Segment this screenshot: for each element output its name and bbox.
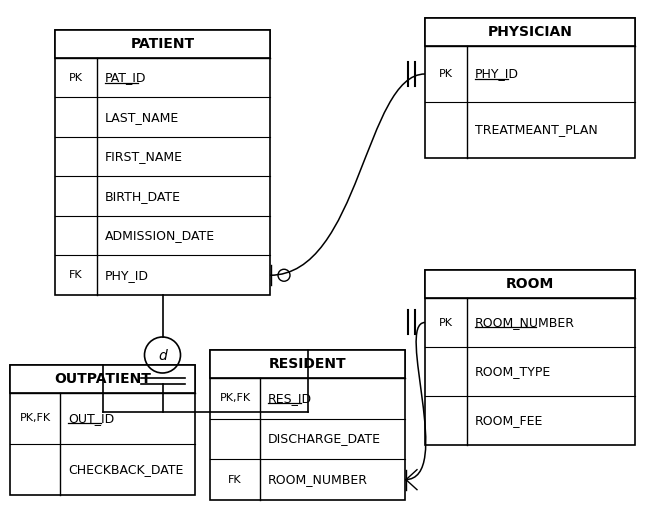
- Text: ROOM: ROOM: [506, 277, 554, 291]
- Bar: [425, 270, 635, 445]
- Text: LAST_NAME: LAST_NAME: [105, 111, 179, 124]
- Text: FK: FK: [69, 270, 83, 280]
- Text: PK,FK: PK,FK: [219, 393, 251, 403]
- Text: ROOM_NUMBER: ROOM_NUMBER: [268, 473, 368, 486]
- Text: OUT_ID: OUT_ID: [68, 412, 114, 425]
- Text: BIRTH_DATE: BIRTH_DATE: [105, 190, 181, 203]
- Text: PK,FK: PK,FK: [20, 413, 51, 424]
- Text: FIRST_NAME: FIRST_NAME: [105, 150, 183, 163]
- Text: TREATMEANT_PLAN: TREATMEANT_PLAN: [475, 124, 598, 136]
- Text: PHY_ID: PHY_ID: [105, 269, 149, 282]
- Text: RESIDENT: RESIDENT: [269, 357, 346, 371]
- Text: DISCHARGE_DATE: DISCHARGE_DATE: [268, 432, 381, 446]
- Bar: [210, 350, 405, 378]
- Text: PATIENT: PATIENT: [130, 37, 195, 51]
- Text: d: d: [158, 349, 167, 363]
- Bar: [55, 30, 270, 295]
- Text: RES_ID: RES_ID: [268, 392, 312, 405]
- Text: PHYSICIAN: PHYSICIAN: [488, 25, 572, 39]
- Text: CHECKBACK_DATE: CHECKBACK_DATE: [68, 463, 184, 476]
- Bar: [425, 270, 635, 298]
- Bar: [10, 365, 195, 393]
- Bar: [425, 18, 635, 158]
- Text: ROOM_NUMBER: ROOM_NUMBER: [475, 316, 575, 329]
- Bar: [55, 30, 270, 58]
- Text: PK: PK: [439, 69, 453, 79]
- Bar: [425, 18, 635, 46]
- Text: ROOM_FEE: ROOM_FEE: [475, 414, 544, 427]
- Text: PK: PK: [439, 317, 453, 328]
- Text: FK: FK: [229, 475, 242, 484]
- Text: ROOM_TYPE: ROOM_TYPE: [475, 365, 551, 378]
- Bar: [10, 365, 195, 495]
- Text: PHY_ID: PHY_ID: [475, 67, 519, 81]
- Text: PK: PK: [69, 73, 83, 83]
- Text: OUTPATIENT: OUTPATIENT: [54, 372, 151, 386]
- Bar: [210, 350, 405, 500]
- Text: ADMISSION_DATE: ADMISSION_DATE: [105, 229, 215, 242]
- Text: PAT_ID: PAT_ID: [105, 71, 146, 84]
